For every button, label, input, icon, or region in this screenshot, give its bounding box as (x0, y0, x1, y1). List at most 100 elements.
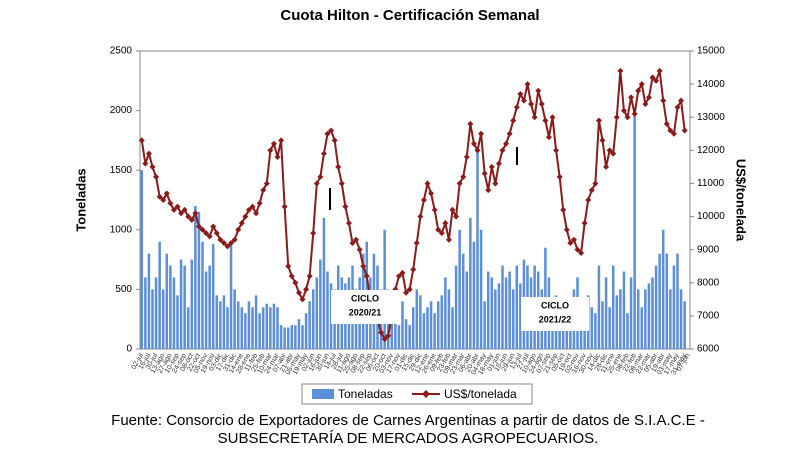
legend-swatch (422, 390, 430, 398)
bar (204, 271, 208, 349)
y2-axis-label: US$/tonelada (734, 159, 749, 242)
line-marker (163, 190, 170, 197)
bar (247, 301, 251, 349)
bar (186, 307, 190, 349)
y2-tick-label: 11000 (697, 178, 725, 189)
line-marker (599, 137, 606, 144)
bar (244, 313, 247, 349)
bar (590, 307, 594, 349)
line-marker (245, 206, 252, 213)
bar (436, 301, 440, 349)
bar (394, 313, 397, 349)
line-marker (242, 213, 249, 220)
line-marker (145, 150, 152, 157)
line-marker (385, 332, 392, 339)
y-tick-label: 2000 (110, 105, 133, 116)
line-marker (399, 269, 406, 276)
line-marker (417, 213, 424, 220)
annotation: CICLO (541, 300, 569, 310)
bar (179, 259, 183, 349)
bar (322, 217, 326, 349)
bar (597, 265, 601, 349)
bar (251, 307, 254, 349)
line-marker (560, 206, 567, 213)
bar (311, 289, 315, 349)
bar (404, 319, 408, 349)
bar (169, 265, 172, 349)
chart-title: Cuota Hilton - Certificación Semanal (280, 7, 539, 24)
line-marker (188, 216, 195, 223)
line-marker (353, 236, 360, 243)
line-marker (513, 104, 520, 111)
line-marker (570, 236, 577, 243)
bar (397, 325, 401, 349)
bar (461, 253, 465, 349)
y2-tick-label: 12000 (697, 145, 725, 156)
line-marker (506, 130, 513, 137)
bar (176, 295, 179, 349)
line-marker (338, 180, 345, 187)
line-marker (403, 289, 410, 296)
line-marker (228, 240, 235, 247)
bar (583, 319, 586, 349)
line-marker (524, 81, 531, 88)
line-marker (217, 236, 224, 243)
legend-label: US$/tonelada (444, 387, 517, 401)
bar (483, 301, 486, 349)
bar (304, 313, 308, 349)
line-marker (603, 163, 610, 170)
line-marker (170, 206, 177, 213)
bar (294, 325, 297, 349)
line-marker (674, 104, 681, 111)
bar (679, 289, 683, 349)
line-marker (503, 140, 510, 147)
legend-swatch (312, 389, 334, 399)
line-marker (553, 147, 560, 154)
line-marker (549, 114, 556, 121)
bar (194, 205, 197, 349)
bar (494, 289, 497, 349)
bar (315, 277, 319, 349)
line-marker (510, 117, 517, 124)
line-marker (156, 193, 163, 200)
bar (161, 289, 165, 349)
y2-tick-label: 13000 (697, 112, 725, 123)
bar (236, 301, 240, 349)
bar (290, 325, 294, 349)
bar (683, 301, 686, 349)
bar (594, 313, 597, 349)
line-marker (220, 240, 227, 247)
line-marker (470, 140, 477, 147)
bar (147, 253, 151, 349)
line-marker (478, 130, 485, 137)
bar (629, 277, 633, 349)
bar (651, 277, 654, 349)
line-marker (328, 127, 335, 134)
bar (269, 307, 272, 349)
line-marker (406, 286, 413, 293)
line-marker (285, 263, 292, 270)
line-marker (181, 206, 188, 213)
line-marker (281, 203, 288, 210)
line-marker (499, 147, 506, 154)
line-marker (142, 160, 149, 167)
line-marker (663, 120, 670, 127)
bar (283, 327, 286, 349)
bar (661, 229, 665, 349)
bar (451, 307, 454, 349)
line-marker (545, 134, 552, 141)
bar (272, 303, 276, 349)
y2-tick-label: 6000 (697, 344, 720, 355)
line-marker (149, 163, 156, 170)
y-tick-label: 1500 (110, 165, 133, 176)
bar (622, 271, 626, 349)
line-marker (635, 87, 642, 94)
bar (144, 277, 147, 349)
line-marker (495, 160, 502, 167)
line-marker (299, 296, 306, 303)
line-marker (256, 200, 263, 207)
y2-tick-label: 10000 (697, 211, 725, 222)
line-marker (442, 220, 449, 227)
line-marker (274, 153, 281, 160)
bar (633, 110, 636, 349)
